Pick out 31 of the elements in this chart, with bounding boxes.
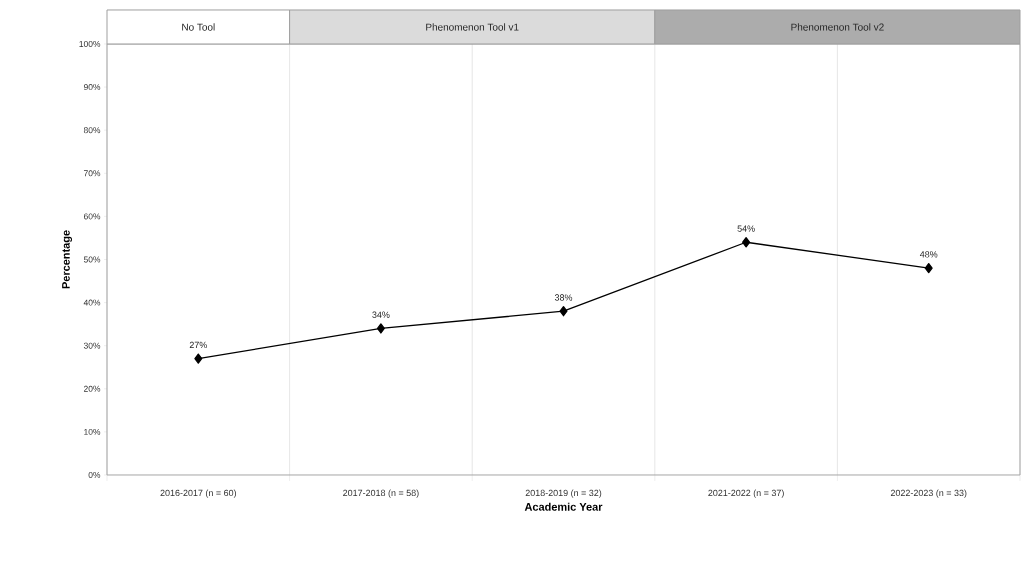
x-tick-label: 2018-2019 (n = 32) — [525, 489, 602, 498]
y-tick-label: 0% — [88, 471, 101, 478]
y-tick-label: 40% — [83, 299, 101, 306]
y-tick-label: 20% — [83, 385, 101, 392]
point — [194, 353, 203, 364]
y-tick-label: 100% — [79, 40, 101, 47]
y-tick-label: 80% — [83, 127, 101, 134]
point — [924, 262, 933, 274]
data-label: 54% — [737, 225, 755, 232]
data-label: 34% — [372, 311, 390, 318]
x-tick-label: 2021-2022 (n = 37) — [708, 489, 784, 498]
text: No Tool — [182, 23, 215, 31]
x-tick-label: 2022-2023 (n = 33) — [890, 489, 967, 498]
y-tick-label: 10% — [84, 428, 101, 435]
data-label: 38% — [554, 294, 573, 301]
x-tick-label: 2017-2018 (n = 58) — [343, 489, 419, 498]
text: Phenomenon Tool v2 — [791, 23, 884, 31]
text: Phenomenon Tool v1 — [426, 23, 519, 31]
y-tick-label: 90% — [83, 84, 101, 91]
point — [742, 237, 751, 248]
y-tick-label: 30% — [83, 342, 101, 349]
y-axis-title: Percentage — [62, 230, 72, 289]
x-tick-label: 2016-2017 (n = 60) — [160, 489, 236, 498]
data-label: 48% — [919, 251, 938, 258]
point — [559, 306, 568, 317]
point — [376, 323, 385, 334]
data-label: 27% — [189, 341, 207, 349]
y-tick-label: 50% — [83, 256, 101, 263]
y-tick-label: 70% — [83, 170, 101, 177]
x-axis-title: Academic Year — [524, 502, 603, 511]
y-tick-label: 60% — [83, 213, 101, 220]
